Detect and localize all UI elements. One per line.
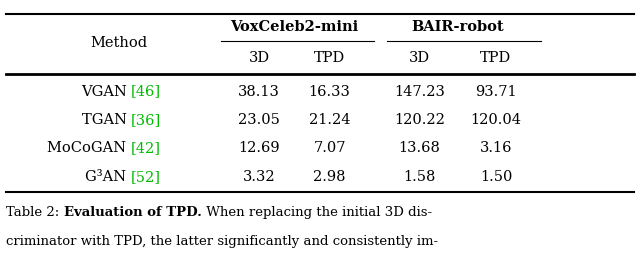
Text: BAIR-robot: BAIR-robot — [412, 20, 504, 34]
Text: 3.16: 3.16 — [480, 141, 512, 155]
Text: Table 2:: Table 2: — [6, 206, 64, 219]
Text: 120.04: 120.04 — [470, 113, 522, 127]
Text: Evaluation of TPD.: Evaluation of TPD. — [64, 206, 202, 219]
Text: [46]: [46] — [131, 85, 161, 99]
Text: Method: Method — [90, 36, 147, 50]
Text: 23.05: 23.05 — [238, 113, 280, 127]
Text: 3.32: 3.32 — [243, 170, 275, 184]
Text: When replacing the initial 3D dis-: When replacing the initial 3D dis- — [202, 206, 432, 219]
Text: 2.98: 2.98 — [314, 170, 346, 184]
Text: 3D: 3D — [248, 51, 270, 65]
Text: 120.22: 120.22 — [394, 113, 445, 127]
Text: 13.68: 13.68 — [398, 141, 440, 155]
Text: 21.24: 21.24 — [309, 113, 350, 127]
Text: [36]: [36] — [131, 113, 161, 127]
Text: MoCoGAN: MoCoGAN — [47, 141, 131, 155]
Text: 38.13: 38.13 — [238, 85, 280, 99]
Text: VGAN: VGAN — [81, 85, 131, 99]
Text: TGAN: TGAN — [81, 113, 131, 127]
Text: 147.23: 147.23 — [394, 85, 445, 99]
Text: 93.71: 93.71 — [475, 85, 517, 99]
Text: criminator with TPD, the latter significantly and consistently im-: criminator with TPD, the latter signific… — [6, 235, 438, 248]
Text: 3D: 3D — [408, 51, 430, 65]
Text: 1.50: 1.50 — [480, 170, 512, 184]
Text: TPD: TPD — [481, 51, 511, 65]
Text: [52]: [52] — [131, 170, 161, 184]
Text: 12.69: 12.69 — [238, 141, 280, 155]
Text: 1.58: 1.58 — [403, 170, 435, 184]
Text: TPD: TPD — [314, 51, 345, 65]
Text: 7.07: 7.07 — [314, 141, 346, 155]
Text: 16.33: 16.33 — [308, 85, 351, 99]
Text: G³AN: G³AN — [86, 170, 131, 184]
Text: [42]: [42] — [131, 141, 161, 155]
Text: VoxCeleb2-mini: VoxCeleb2-mini — [230, 20, 358, 34]
